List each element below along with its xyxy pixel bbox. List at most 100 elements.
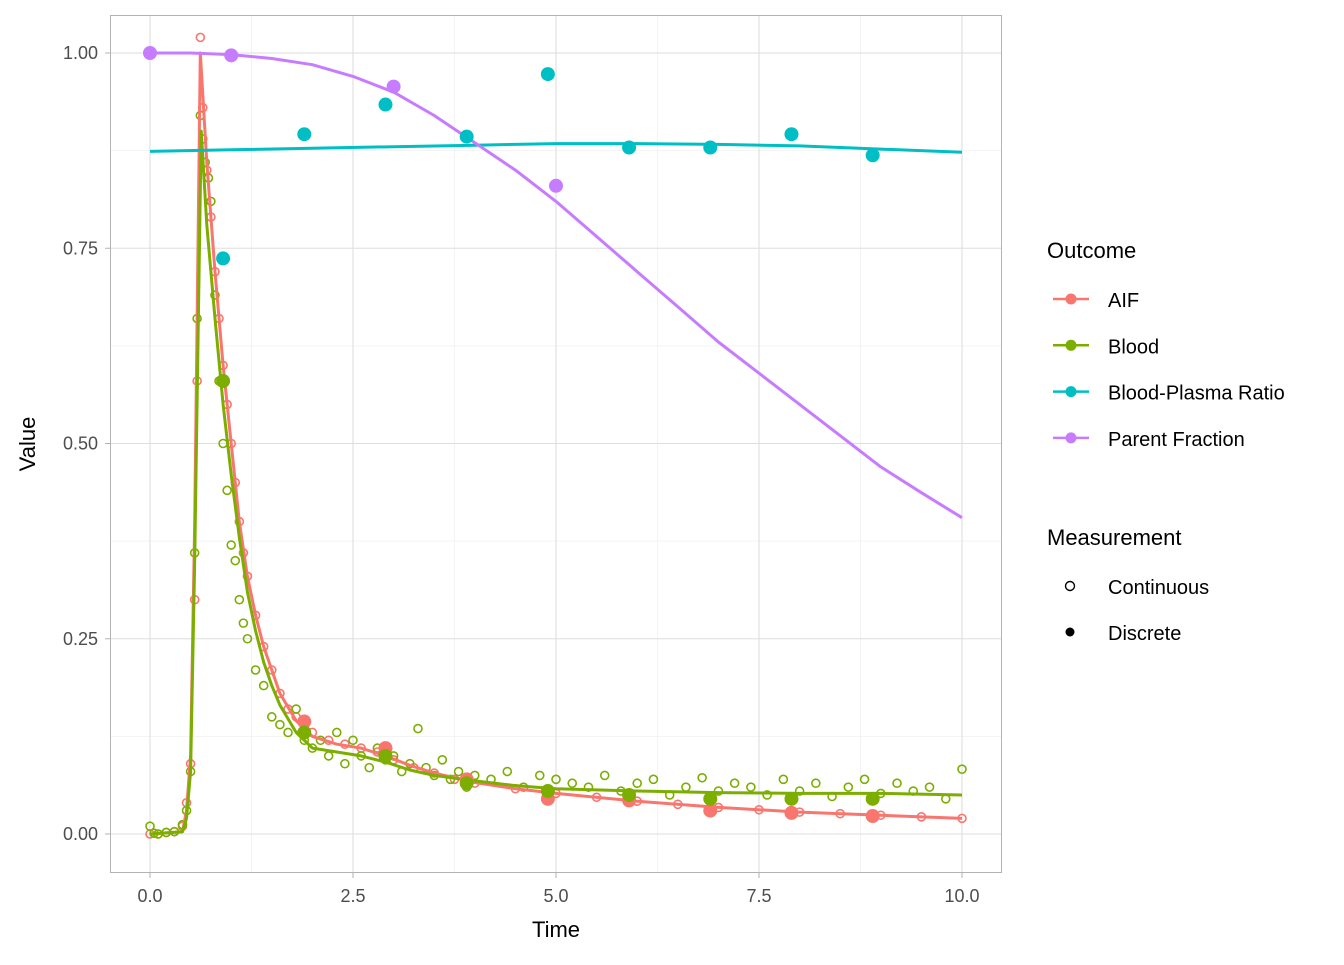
blood-continuous-point — [892, 778, 902, 789]
aif-discrete-point — [784, 805, 799, 820]
parent-fraction-discrete-point — [549, 178, 563, 193]
blood-plasma-ratio-discrete-point — [216, 251, 231, 266]
legend-point-key — [1065, 293, 1077, 305]
x-tick-label: 5.0 — [543, 886, 568, 906]
blood-continuous-point — [291, 704, 301, 714]
blood-continuous-point — [283, 727, 293, 738]
x-tick-label: 0.0 — [137, 886, 162, 906]
blood-fit-line — [149, 129, 963, 836]
blood-continuous-point — [222, 485, 232, 496]
blood-continuous-point — [859, 774, 870, 785]
legend-item-blood-plasma-ratio: Blood-Plasma Ratio — [1053, 383, 1285, 405]
blood-discrete-point — [378, 748, 393, 763]
x-tick-label: 2.5 — [340, 886, 365, 906]
y-tick-label: 0.50 — [63, 434, 98, 454]
blood-discrete-point — [622, 787, 637, 802]
legend-item-aif: AIF — [1053, 290, 1139, 312]
blood-continuous-point — [258, 680, 269, 691]
blood-continuous-point — [551, 774, 561, 785]
legend-label: Discrete — [1108, 623, 1181, 645]
blood-discrete-point — [459, 776, 474, 791]
blood-continuous-point — [778, 774, 789, 785]
blood-continuous-point — [924, 782, 935, 792]
parent-fraction-discrete-point — [386, 79, 401, 94]
blood-continuous-point — [340, 758, 350, 769]
blood-continuous-point — [437, 755, 448, 765]
blood-continuous-point — [583, 782, 594, 792]
blood-continuous-point — [275, 719, 285, 730]
blood-plasma-ratio-fit-line — [149, 142, 963, 154]
blood-discrete-point — [297, 725, 312, 740]
blood-continuous-point — [957, 764, 967, 774]
blood-plasma-ratio-discrete-point — [622, 140, 637, 155]
y-tick-label: 0.00 — [63, 824, 98, 844]
blood-discrete-point — [784, 791, 799, 806]
legend-label: AIF — [1108, 290, 1139, 312]
legend-item-parent-fraction: Parent Fraction — [1053, 429, 1245, 451]
legend-label: Blood-Plasma Ratio — [1108, 383, 1285, 405]
blood-discrete-point — [216, 374, 231, 389]
blood-continuous-point — [762, 790, 772, 800]
x-axis: 0.0 2.5 5.0 7.5 10.0 — [137, 873, 980, 906]
blood-continuous-point — [234, 594, 245, 605]
blood-continuous-point — [250, 665, 261, 675]
open-circle-icon — [1064, 580, 1076, 592]
y-axis: 0.00 0.25 0.50 0.75 1.00 — [63, 43, 110, 844]
blood-continuous-point — [632, 778, 643, 789]
blood-discrete-point — [703, 791, 718, 806]
y-axis-title: Value — [15, 417, 40, 472]
blood-continuous-point — [453, 766, 464, 777]
blood-plasma-ratio-discrete-point — [459, 129, 474, 144]
filled-circle-icon — [1065, 627, 1075, 637]
blood-continuous-point — [242, 633, 253, 644]
blood-continuous-point — [238, 618, 249, 628]
blood-plasma-ratio-discrete-point — [784, 127, 799, 142]
parent-fraction-discrete-point — [143, 46, 157, 60]
parent-fraction-discrete-point — [224, 48, 239, 63]
blood-continuous-point — [502, 766, 513, 777]
blood-plasma-ratio-discrete-point — [865, 148, 880, 163]
blood-discrete-point — [540, 784, 555, 799]
y-tick-label: 1.00 — [63, 43, 98, 63]
y-tick-label: 0.75 — [63, 238, 98, 258]
blood-plasma-ratio-discrete-point — [297, 127, 312, 142]
blood-continuous-point — [145, 821, 155, 831]
blood-continuous-point — [266, 712, 277, 722]
blood-continuous-point — [534, 770, 545, 781]
legend-measurement-title: Measurement — [1047, 525, 1182, 550]
aif-discrete-point — [865, 809, 880, 824]
aif-continuous-point — [195, 32, 206, 43]
legend-label: Parent Fraction — [1108, 429, 1245, 451]
legend-point-key — [1065, 339, 1077, 351]
legend: Outcome AIF Blood Blood-Plasma Ratio Parent… — [1047, 238, 1285, 645]
blood-continuous-point — [364, 762, 375, 773]
aif-discrete-point — [297, 714, 312, 729]
blood-continuous-point — [210, 290, 220, 300]
plot-marks — [143, 32, 967, 839]
legend-label: Continuous — [1108, 577, 1209, 599]
parent-fraction-fit-line — [150, 51, 963, 519]
legend-item-continuous: Continuous — [1064, 577, 1209, 599]
blood-discrete-point — [865, 791, 880, 806]
x-tick-label: 7.5 — [746, 886, 771, 906]
blood-continuous-point — [599, 770, 610, 781]
legend-item-blood: Blood — [1053, 336, 1159, 358]
legend-point-key — [1065, 432, 1077, 444]
x-tick-label: 10.0 — [944, 886, 979, 906]
blood-continuous-point — [226, 540, 236, 550]
blood-plasma-ratio-discrete-point — [378, 97, 393, 112]
legend-point-key — [1065, 386, 1077, 398]
legend-item-discrete: Discrete — [1065, 623, 1181, 645]
blood-continuous-point — [811, 778, 821, 789]
blood-continuous-point — [348, 735, 358, 746]
blood-continuous-point — [230, 555, 241, 566]
blood-continuous-point — [697, 772, 707, 783]
blood-continuous-point — [729, 778, 740, 789]
blood-plasma-ratio-discrete-point — [540, 67, 555, 82]
legend-outcome-title: Outcome — [1047, 238, 1136, 263]
aif-discrete-point — [703, 803, 718, 818]
x-axis-title: Time — [532, 917, 580, 942]
legend-label: Blood — [1108, 336, 1159, 358]
